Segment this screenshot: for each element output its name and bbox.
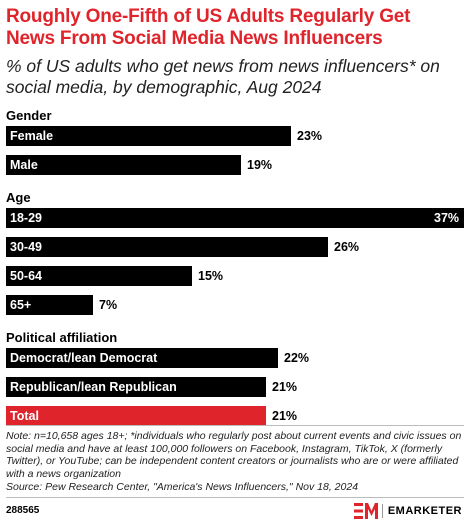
bar-label: Democrat/lean Democrat	[10, 351, 158, 365]
bar: Democrat/lean Democrat	[6, 348, 278, 368]
bar: 50-64	[6, 266, 192, 286]
bar: 65+	[6, 295, 93, 315]
brand-name: EMARKETER	[387, 505, 462, 517]
brand: EMARKETER	[353, 501, 462, 521]
bar-value-label: 7%	[99, 298, 118, 312]
group-label: Political affiliation	[6, 330, 118, 345]
bar-label: 18-29	[10, 211, 42, 225]
bar-label: Female	[10, 129, 54, 143]
bar-label: Total	[10, 409, 39, 423]
bar: 18-29	[6, 208, 464, 228]
chart-source: Source: Pew Research Center, "America's …	[6, 481, 359, 493]
bar-value-label: 15%	[198, 269, 224, 283]
chart-note: Note: n=10,658 ages 18+; *individuals wh…	[6, 430, 462, 480]
bar-value-label: 21%	[272, 409, 298, 423]
chart-title: Roughly One-Fifth of US Adults Regularly…	[6, 6, 411, 49]
bar: Republican/lean Republican	[6, 377, 266, 397]
bar-label: Male	[10, 158, 38, 172]
bar-label: 50-64	[10, 269, 42, 283]
bar-value-label: 22%	[284, 351, 310, 365]
divider	[6, 425, 464, 426]
bar-value-label: 26%	[334, 240, 360, 254]
bar-label: 30-49	[10, 240, 42, 254]
chart-subtitle: % of US adults who get news from news in…	[6, 56, 440, 97]
bar-label: 65+	[10, 298, 32, 312]
bar-value-label: 19%	[247, 158, 273, 172]
bar-value-label: 21%	[272, 380, 298, 394]
group-label: Age	[6, 190, 31, 205]
bar: Total	[6, 406, 266, 426]
bar-value-label: 37%	[434, 211, 460, 225]
brand-separator	[381, 504, 383, 518]
divider	[6, 497, 464, 498]
group-label: Gender	[6, 108, 52, 123]
bar-chart: Gender Female 23% Male 19% Age 18-29 37% 30-49 26…	[0, 108, 470, 426]
emarketer-logo-icon	[353, 503, 378, 519]
bar-label: Republican/lean Republican	[10, 380, 177, 394]
bar: Female	[6, 126, 291, 146]
bar: 30-49	[6, 237, 328, 257]
chart-id: 288565	[6, 505, 40, 516]
bar: Male	[6, 155, 241, 175]
bar-value-label: 23%	[297, 129, 323, 143]
